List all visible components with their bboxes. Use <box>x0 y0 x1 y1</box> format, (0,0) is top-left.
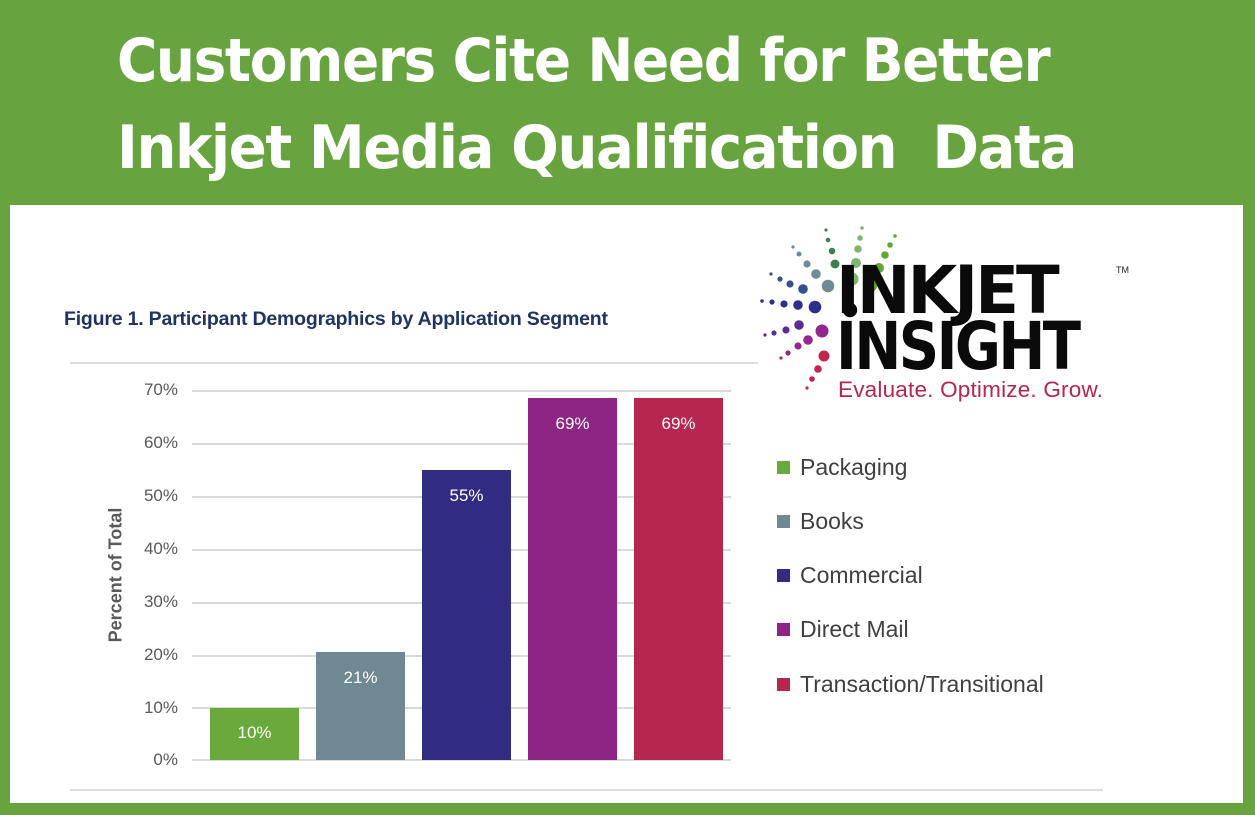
legend-label: Transaction/Transitional <box>800 671 1044 697</box>
y-tick-20: 20% <box>143 645 178 664</box>
chart-bottom-border <box>70 789 1103 791</box>
bar-value-label: 69% <box>661 414 696 433</box>
y-tick-70: 70% <box>143 380 178 399</box>
y-tick-30: 30% <box>143 592 178 611</box>
y-tick-10: 10% <box>143 698 178 717</box>
bar-value-label: 69% <box>555 414 590 433</box>
gridline-0 <box>192 759 731 761</box>
y-axis-label: Percent of Total <box>105 507 126 643</box>
legend-swatch-icon <box>777 515 790 528</box>
legend-label: Books <box>800 508 864 534</box>
chart-top-border <box>70 362 758 364</box>
bar-packaging: 10% <box>210 708 299 760</box>
gridline-70 <box>192 390 731 392</box>
legend-label: Direct Mail <box>800 616 909 642</box>
headline-line-2: Inkjet Media Qualification Data <box>117 113 1077 183</box>
y-tick-0: 0% <box>153 750 178 769</box>
legend-label: Packaging <box>800 454 908 480</box>
gridline-60 <box>192 443 731 445</box>
headline-line-1: Customers Cite Need for Better <box>117 26 1051 96</box>
bar-value-label: 21% <box>343 668 378 687</box>
bar-transaction-transitional: 69% <box>634 398 723 760</box>
y-tick-60: 60% <box>143 433 178 452</box>
bar-direct-mail: 69% <box>528 398 617 760</box>
legend-swatch-icon <box>777 623 790 636</box>
bar-books: 21% <box>316 652 405 760</box>
figure-title: Figure 1. Participant Demographics by Ap… <box>64 308 608 330</box>
content-panel <box>10 205 1243 803</box>
bar-value-label: 10% <box>237 723 272 742</box>
legend-swatch-icon <box>777 569 790 582</box>
bar-value-label: 55% <box>449 486 484 505</box>
legend-label: Commercial <box>800 562 923 588</box>
legend-swatch-icon <box>777 461 790 474</box>
y-tick-40: 40% <box>143 539 178 558</box>
y-tick-50: 50% <box>143 486 178 505</box>
bar-commercial: 55% <box>422 470 511 760</box>
legend-swatch-icon <box>777 678 790 691</box>
